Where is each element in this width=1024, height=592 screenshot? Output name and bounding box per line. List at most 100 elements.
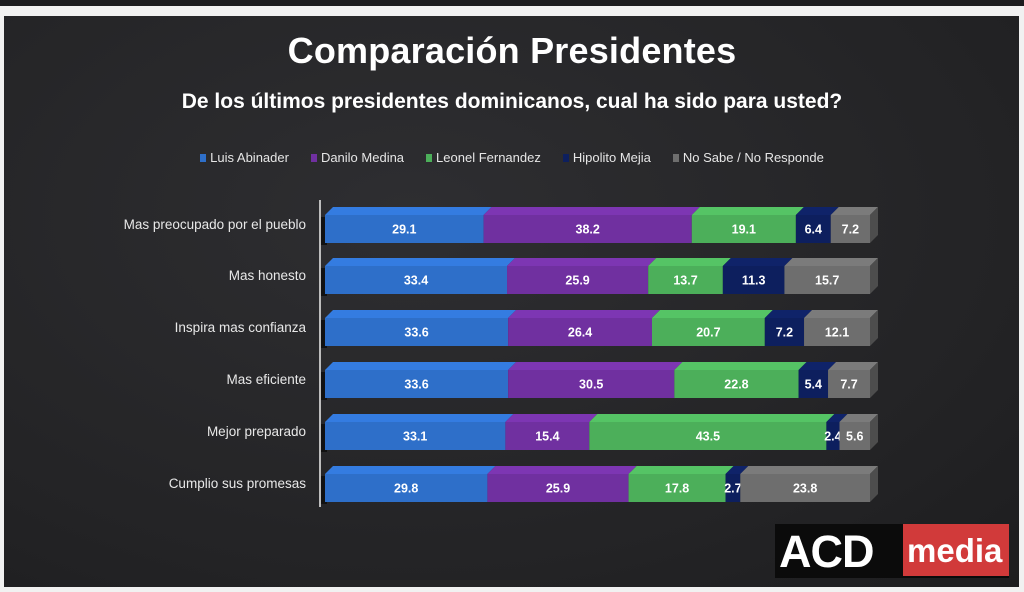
bar-segment [589,422,827,450]
bar-value-label: 15.7 [815,274,839,288]
bar-value-label: 5.4 [805,378,822,392]
bar-shadow [321,320,327,348]
bar-value-label: 33.6 [404,326,428,340]
bar-segment [691,215,796,243]
bar-segment [508,370,675,398]
chart-subtitle: De los últimos presidentes dominicanos, … [181,90,843,113]
bar-value-label: 20.7 [696,326,720,340]
bar-segment [325,318,509,346]
legend-swatch [562,153,569,162]
bar-segment-top [804,310,878,318]
bar-segment-top [784,258,878,266]
bar-value-label: 15.4 [535,430,559,444]
bar-segment [795,215,831,243]
bar-value-label: 12.1 [825,326,849,340]
bar-value-label: 33.4 [404,274,428,288]
legend-label: No Sabe / No Responde [682,150,824,165]
bar-segment [628,474,726,502]
bar-segment-top [652,310,773,318]
bar-value-label: 7.7 [840,378,857,392]
legend-item-leonel-fernandez: Leonel Fernandez [426,150,541,165]
bar-segment-top [725,466,749,474]
bar-value-label: 13.7 [673,274,697,288]
bar-side-face [870,207,878,243]
category-label: Mejor preparado [206,424,306,439]
bar-value-label: 25.9 [546,482,570,496]
bar-value-label: 7.2 [842,223,859,237]
bar-segment-top [828,362,878,370]
legend-label: Hipolito Mejia [572,150,651,165]
bar-segment [507,266,649,294]
bar-segment [798,370,829,398]
bar-segment-top [795,207,839,215]
category-label: Mas eficiente [226,372,306,387]
bar-segment [652,318,765,346]
bar-side-face [870,258,878,294]
bar-value-label: 5.6 [846,430,863,444]
bar-segment [325,474,488,502]
bar-segment [764,318,805,346]
bar-value-label: 2.4 [824,430,841,444]
bar-segment-top [839,414,878,422]
legend-swatch [672,153,679,162]
legend-label: Luis Abinader [210,150,289,165]
bar-segment-top [691,207,804,215]
bar-segment-top [826,414,848,422]
bar-side-face [870,310,878,346]
bar-segment [826,422,840,450]
bar-side-face [870,466,878,502]
legend-item-danilo-medina: Danilo Medina [310,150,404,165]
legend-item-no-sabe: No Sabe / No Responde [672,150,824,165]
category-label: Inspira mas confianza [174,320,306,335]
bar-segment [828,370,870,398]
legend-label: Leonel Fernandez [436,150,541,165]
bar-segment-top [798,362,837,370]
bar-segment [725,474,741,502]
bar-shadow [321,372,327,400]
bar-segment-top [589,414,835,422]
bar-value-label: 23.8 [793,482,817,496]
bar-segment-top [325,362,517,370]
bar-segment [830,215,870,243]
bar-segment-top [722,258,793,266]
bar-segment-top [508,310,660,318]
category-label: Mas honesto [228,268,306,283]
bar-segment-top [483,207,700,215]
bar-value-label: 29.1 [392,223,416,237]
category-label: Mas preocupado por el pueblo [123,217,306,232]
bar-value-label: 11.3 [742,274,766,288]
bar-segment [674,370,799,398]
bar-segment-top [628,466,734,474]
bar-value-label: 33.1 [403,430,427,444]
logo-suffix-text: media [907,532,1003,569]
bar-value-label: 29.8 [394,482,418,496]
bar-value-label: 33.6 [404,378,428,392]
bar-segment-top [325,414,514,422]
bar-value-label: 19.1 [732,223,756,237]
bar-segment [839,422,870,450]
bar-segment [648,266,723,294]
legend: Luis Abinader Danilo Medina Leonel Ferna… [0,150,1024,165]
bar-shadow [321,476,327,504]
category-label: Cumplio sus promesas [168,476,306,491]
bar-segment [784,266,870,294]
bar-segment [325,422,506,450]
bar-segment-top [508,362,683,370]
bar-segment-top [325,207,492,215]
bar-segment-top [764,310,813,318]
acd-media-logo: ACD media [775,524,1009,578]
bar-value-label: 6.4 [805,223,822,237]
bar-segment [487,474,629,502]
bar-value-label: 7.2 [776,326,793,340]
bar-value-label: 38.2 [576,223,600,237]
bar-segment-top [505,414,598,422]
bar-segment-top [830,207,878,215]
bar-segment [722,266,785,294]
bar-segment-top [648,258,731,266]
bar-segment [325,370,509,398]
bar-segment [483,215,692,243]
legend-swatch [310,153,317,162]
bar-segment [325,215,484,243]
bar-segment [740,474,870,502]
